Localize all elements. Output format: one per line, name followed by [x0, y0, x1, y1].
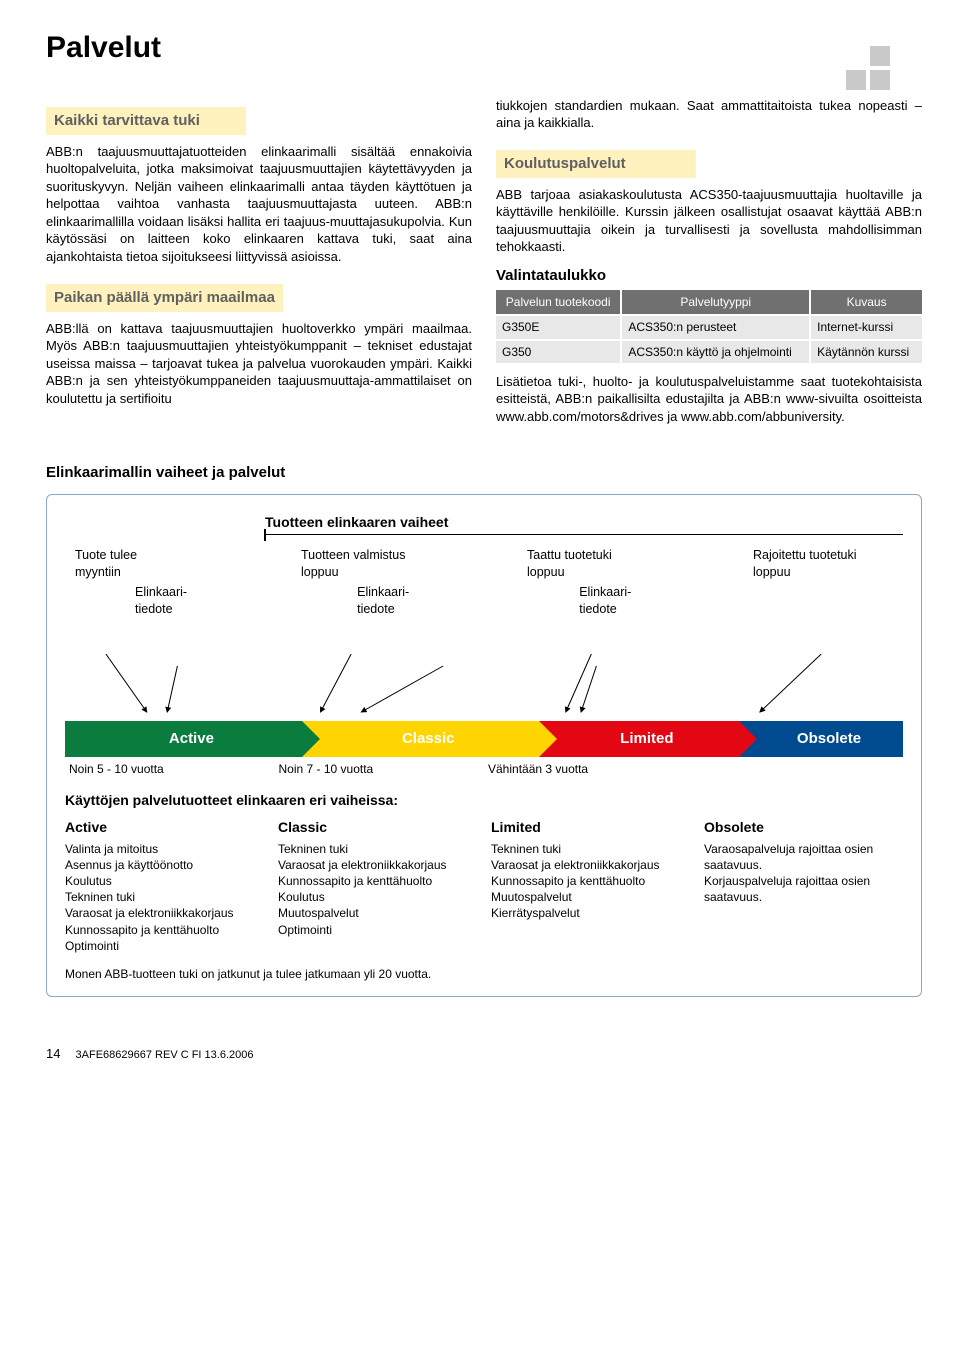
service-item: Korjauspalveluja rajoittaa osien saatavu…: [704, 873, 903, 905]
service-item: Tekninen tuki: [491, 841, 690, 857]
right-para-2: Lisätietoa tuki-, huolto- ja koulutuspal…: [496, 373, 922, 426]
table-cell: G350: [496, 340, 621, 363]
service-col-title: Classic: [278, 818, 477, 837]
service-item: Muutospalvelut: [278, 905, 477, 921]
lifecycle-tiedote: Elinkaari-tiedote: [579, 584, 631, 618]
table-header: Kuvaus: [810, 290, 922, 315]
left-para-1: ABB:n taajuusmuuttajatuotteiden elinkaar…: [46, 143, 472, 266]
lifecycle-tiedote: Elinkaari-tiedote: [357, 584, 409, 618]
service-item: Koulutus: [278, 889, 477, 905]
phase-classic: Classic: [302, 721, 539, 757]
table-header: Palvelun tuotekoodi: [496, 290, 621, 315]
lifecycle-heading: Elinkaarimallin vaiheet ja palvelut: [46, 463, 922, 483]
duration-row: Noin 5 - 10 vuottaNoin 7 - 10 vuottaVähi…: [65, 761, 903, 777]
service-item: Kunnossapito ja kenttähuolto: [65, 922, 264, 938]
service-item: Muutospalvelut: [491, 889, 690, 905]
left-para-2: ABB:llä on kattava taajuusmuuttajien huo…: [46, 320, 472, 408]
table-cell: Internet-kurssi: [810, 315, 922, 339]
service-item: Tekninen tuki: [65, 889, 264, 905]
section-header-koulutus: Koulutuspalvelut: [496, 150, 696, 178]
service-item: Valinta ja mitoitus: [65, 841, 264, 857]
table-cell: ACS350:n käyttö ja ohjelmointi: [621, 340, 810, 363]
phase-limited: Limited: [539, 721, 739, 757]
right-cont: tiukkojen standardien mukaan. Saat ammat…: [496, 97, 922, 132]
service-item: Varaosat ja elektroniikkakorjaus: [491, 857, 690, 873]
service-column: Active Valinta ja mitoitusAsennus ja käyt…: [65, 818, 264, 954]
services-columns: Active Valinta ja mitoitusAsennus ja käyt…: [65, 818, 903, 954]
table-cell: Käytännön kurssi: [810, 340, 922, 363]
corner-decor: [822, 46, 890, 90]
table-cell: G350E: [496, 315, 621, 339]
phase-duration: Noin 5 - 10 vuotta: [65, 761, 275, 777]
lifecycle-subtitle: Tuotteen elinkaaren vaiheet: [265, 513, 903, 532]
phase-duration: Noin 7 - 10 vuotta: [275, 761, 485, 777]
lifecycle-event: Tuotteen valmistusloppuu: [301, 547, 441, 581]
phase-active: Active: [65, 721, 302, 757]
service-item: Varaosapalveluja rajoittaa osien saatavu…: [704, 841, 903, 873]
table-row: G350EACS350:n perusteetInternet-kurssi: [496, 315, 922, 339]
table-header: Palvelutyyppi: [621, 290, 810, 315]
right-para-1: ABB tarjoaa asiakaskoulutusta ACS350-taa…: [496, 186, 922, 256]
content-columns: Kaikki tarvittava tuki ABB:n taajuusmuut…: [46, 97, 922, 434]
table-row: G350ACS350:n käyttö ja ohjelmointiKäytän…: [496, 340, 922, 363]
phase-obsolete: Obsolete: [739, 721, 903, 757]
phase-bar: ActiveClassicLimitedObsolete: [65, 721, 903, 757]
service-item: Kunnossapito ja kenttähuolto: [278, 873, 477, 889]
lifecycle-footnote: Monen ABB-tuotteen tuki on jatkunut ja t…: [65, 966, 903, 982]
lifecycle-event: Tuote tuleemyyntiin: [75, 547, 215, 581]
lifecycle-diagram: Tuotteen elinkaaren vaiheet Tuote tuleem…: [46, 494, 922, 997]
valintataulukko-table: Palvelun tuotekoodiPalvelutyyppiKuvaus G…: [496, 290, 922, 363]
left-column: Kaikki tarvittava tuki ABB:n taajuusmuut…: [46, 97, 472, 434]
service-col-title: Active: [65, 818, 264, 837]
service-item: Kierrätyspalvelut: [491, 905, 690, 921]
service-col-title: Obsolete: [704, 818, 903, 837]
section-header-paikan: Paikan päällä ympäri maailmaa: [46, 284, 283, 312]
service-item: Tekninen tuki: [278, 841, 477, 857]
lifecycle-events: Tuote tuleemyyntiin Tuotteen valmistuslop…: [65, 547, 903, 581]
lifecycle-event: Rajoitettu tuotetukiloppuu: [753, 547, 893, 581]
page-footer: 14 3AFE68629667 REV C FI 13.6.2006: [46, 1045, 922, 1063]
lifecycle-tiedote: Elinkaari-tiedote: [135, 584, 187, 618]
service-column: Obsolete Varaosapalveluja rajoittaa osien…: [704, 818, 903, 954]
service-item: Varaosat ja elektroniikkakorjaus: [65, 905, 264, 921]
lifecycle-tiedote-row: Elinkaari-tiedote Elinkaari-tiedote Elinka…: [65, 584, 903, 618]
lifecycle-event: Taattu tuotetukiloppuu: [527, 547, 667, 581]
page-number: 14: [46, 1046, 60, 1061]
phase-duration: [694, 761, 904, 777]
page-title: Palvelut: [46, 28, 922, 69]
lifecycle-arrows: [65, 654, 903, 716]
doc-ref: 3AFE68629667 REV C FI 13.6.2006: [76, 1049, 254, 1061]
section-header-kaikki: Kaikki tarvittava tuki: [46, 107, 246, 135]
service-item: Optimointi: [278, 922, 477, 938]
right-column: tiukkojen standardien mukaan. Saat ammat…: [496, 97, 922, 434]
service-item: Koulutus: [65, 873, 264, 889]
service-col-title: Limited: [491, 818, 690, 837]
service-column: Classic Tekninen tukiVaraosat ja elektron…: [278, 818, 477, 954]
services-title: Käyttöjen palvelutuotteet elinkaaren eri…: [65, 791, 903, 810]
service-column: Limited Tekninen tukiVaraosat ja elektron…: [491, 818, 690, 954]
service-item: Optimointi: [65, 938, 264, 954]
valintataulukko-heading: Valintataulukko: [496, 266, 922, 286]
phase-duration: Vähintään 3 vuotta: [484, 761, 694, 777]
service-item: Varaosat ja elektroniikkakorjaus: [278, 857, 477, 873]
table-cell: ACS350:n perusteet: [621, 315, 810, 339]
service-item: Asennus ja käyttöönotto: [65, 857, 264, 873]
service-item: Kunnossapito ja kenttähuolto: [491, 873, 690, 889]
